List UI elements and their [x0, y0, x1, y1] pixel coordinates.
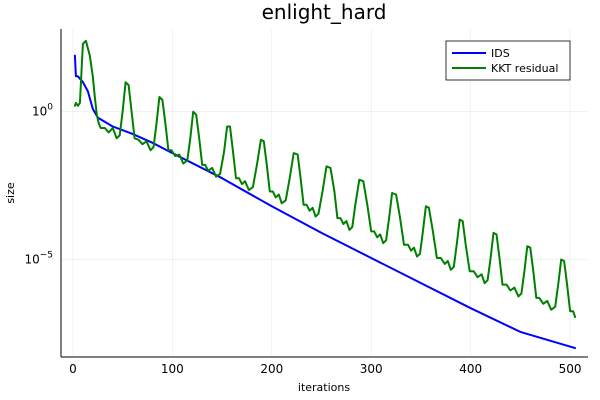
- x-axis-label: iterations: [298, 381, 350, 394]
- legend-label-ids: IDS: [491, 47, 510, 60]
- y-tick-label: 10−5: [24, 250, 53, 266]
- chart-title: enlight_hard: [262, 0, 387, 24]
- x-tick-label: 400: [459, 362, 482, 376]
- y-tick-label: 100: [32, 103, 53, 119]
- x-tick-label: 200: [260, 362, 283, 376]
- x-tick-label: 100: [161, 362, 184, 376]
- x-tick-label: 0: [69, 362, 77, 376]
- legend-label-kkt-residual: KKT residual: [491, 62, 558, 75]
- x-tick-label: 500: [559, 362, 582, 376]
- series-line-kkt-residual: [73, 39, 577, 319]
- y-tick-labels: 100 10−5: [24, 103, 53, 267]
- series-line-ids: [73, 54, 577, 350]
- grid: [61, 29, 588, 357]
- y-axis-label: size: [4, 182, 17, 204]
- series-lines: [73, 39, 577, 350]
- legend: IDS KKT residual: [445, 40, 571, 81]
- x-tick-labels: 0 100 200 300 400 500: [69, 362, 581, 376]
- x-tick-label: 300: [360, 362, 383, 376]
- legend-box: [445, 40, 571, 81]
- axes: [60, 29, 588, 358]
